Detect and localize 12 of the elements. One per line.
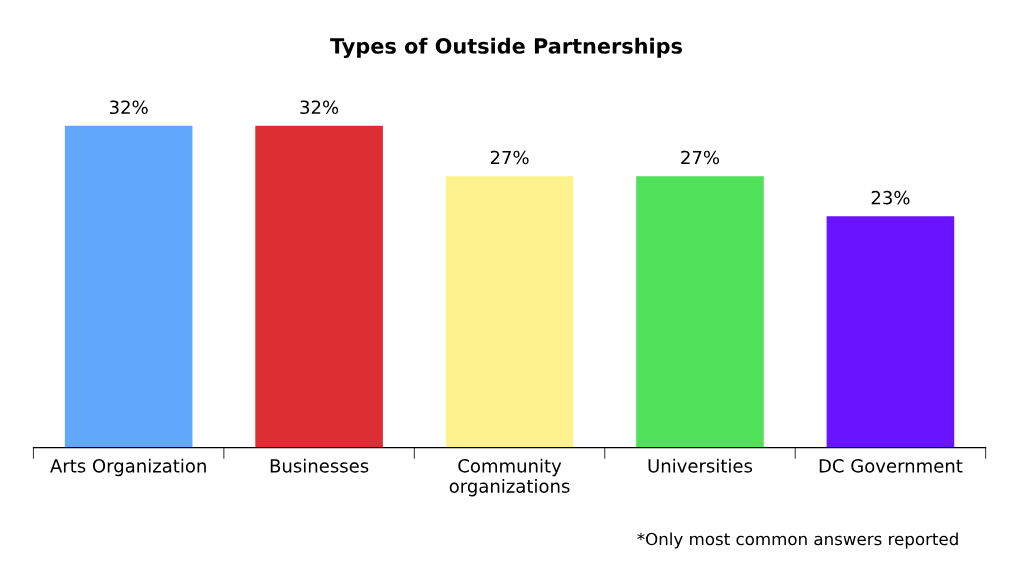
data-label: 27% <box>490 150 529 165</box>
data-label: 23% <box>871 190 910 205</box>
chart-title: Types of Outside Partnerships <box>330 37 682 59</box>
x-tick-label: DC Government <box>819 459 963 473</box>
data-label: 32% <box>300 100 339 115</box>
x-tick-label: Businesses <box>270 458 369 473</box>
x-tick-label: Community organizations <box>449 458 570 497</box>
text: *Only most common answers reported <box>637 532 958 549</box>
data-label: 27% <box>681 150 720 165</box>
x-tick-label: Arts Organization <box>50 458 206 477</box>
data-label: 32% <box>109 100 148 115</box>
x-tick-label: Universities <box>648 458 753 473</box>
